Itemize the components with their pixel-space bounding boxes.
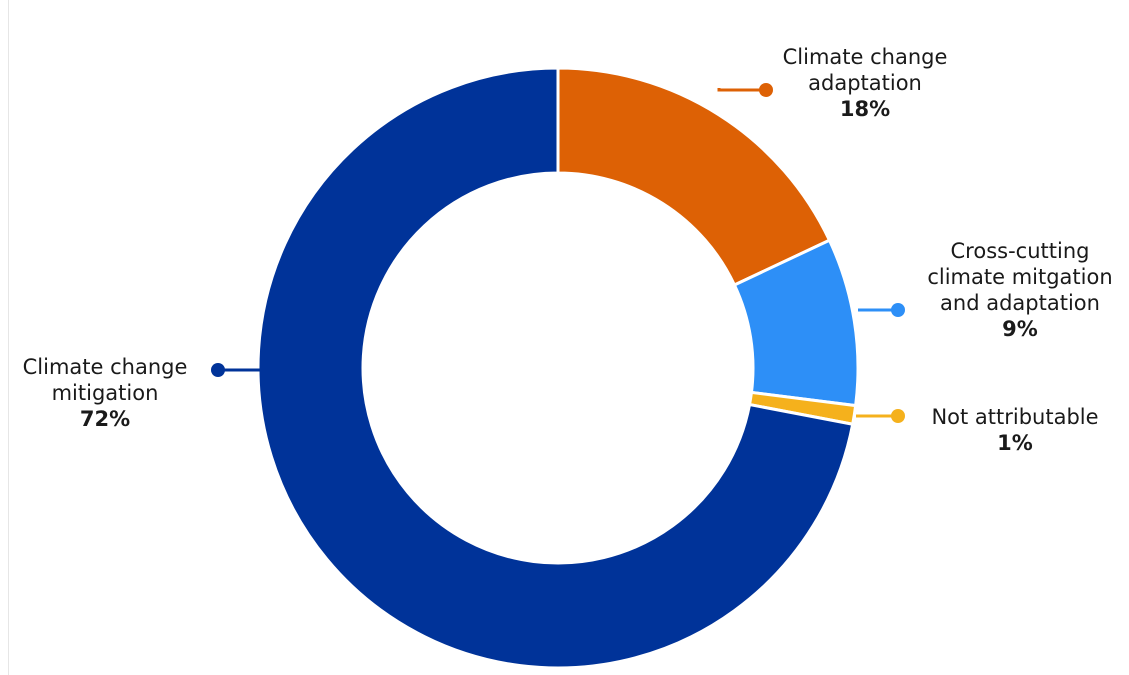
label-value-mitigation: 72% (79, 407, 131, 431)
leader-dot-cross-cutting (891, 303, 905, 317)
label-line-cross-cutting: and adaptation (940, 291, 1100, 315)
leader-dot-adaptation (759, 83, 773, 97)
label-line-adaptation: adaptation (808, 71, 922, 95)
label-line-mitigation: mitigation (51, 381, 159, 405)
label-not-attributable: Not attributable 1% (905, 404, 1125, 456)
label-line-mitigation: Climate change (22, 355, 188, 379)
leader-dot-mitigation (211, 363, 225, 377)
label-value-not-attributable: 1% (997, 431, 1033, 455)
slice-mitigation (256, 66, 855, 670)
left-edge-rule (8, 0, 9, 675)
label-cross-cutting: Cross-cutting climate mitgation and adapta… (910, 238, 1129, 342)
label-line-not-attributable: Not attributable (931, 405, 1099, 429)
label-mitigation: Climate change mitigation 72% (0, 354, 210, 432)
label-line-adaptation: Climate change (782, 45, 948, 69)
leader-dot-not-attributable (891, 409, 905, 423)
label-value-adaptation: 18% (839, 97, 891, 121)
label-adaptation: Climate change adaptation 18% (760, 44, 970, 122)
leader-line-adaptation (717, 88, 766, 92)
label-value-cross-cutting: 9% (1002, 317, 1038, 341)
label-line-cross-cutting: Cross-cutting (950, 239, 1090, 263)
label-line-cross-cutting: climate mitgation (927, 265, 1113, 289)
slice-adaptation (556, 66, 832, 287)
